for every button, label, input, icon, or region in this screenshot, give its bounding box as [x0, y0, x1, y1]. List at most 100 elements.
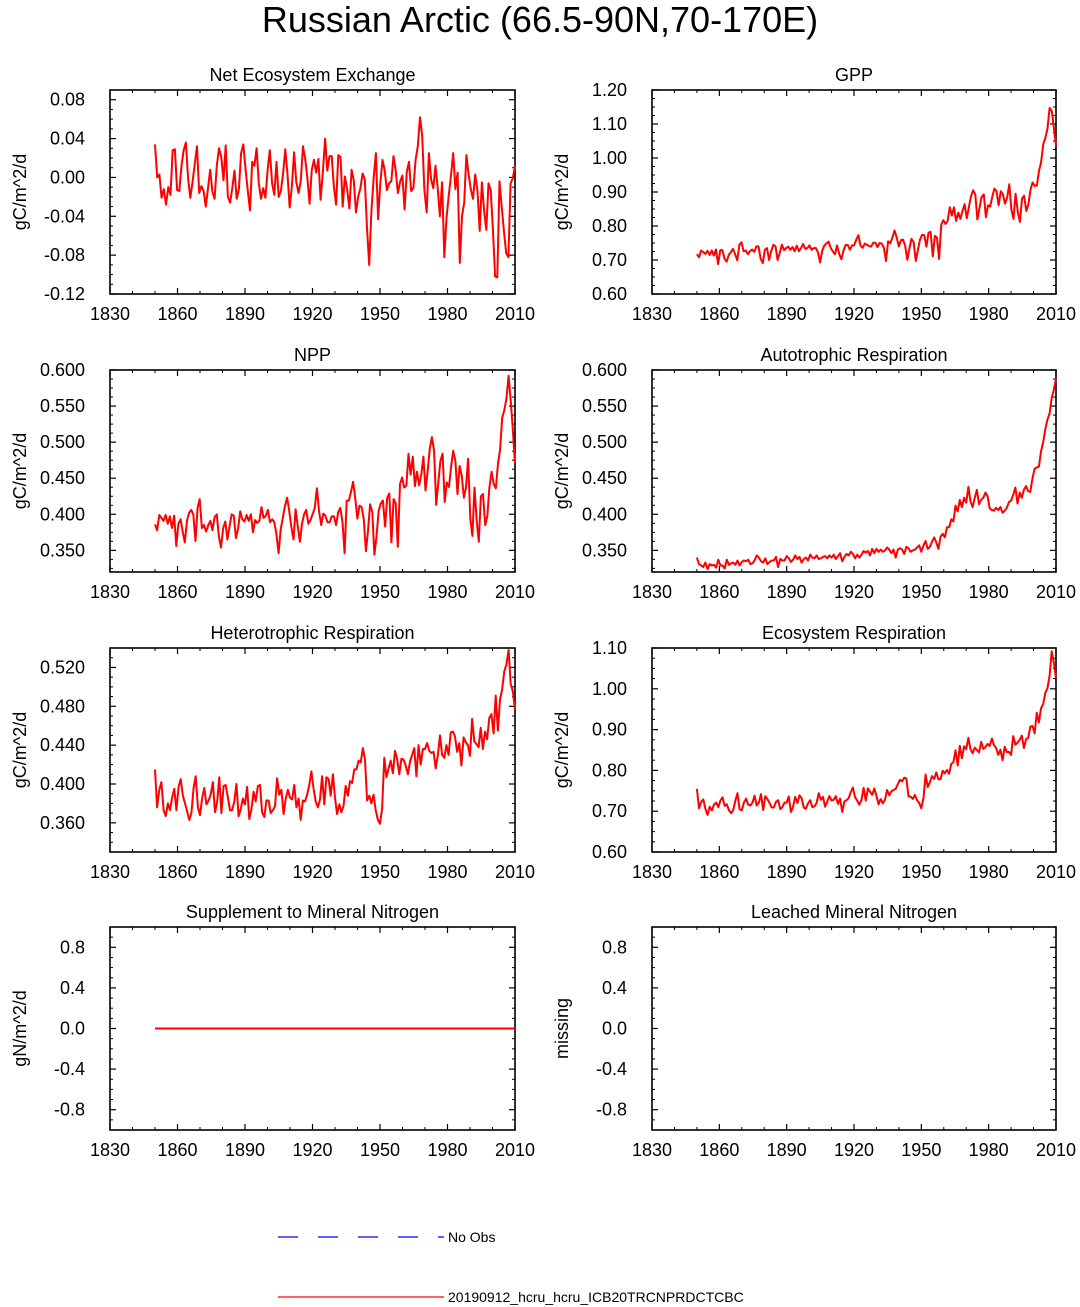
y-tick-label: 0.80 [592, 216, 627, 236]
y-tick-label: -0.8 [596, 1100, 627, 1120]
x-tick-label: 2010 [1036, 582, 1076, 602]
x-tick-label: 1890 [767, 862, 807, 882]
y-tick-label: 0.4 [602, 978, 627, 998]
x-tick-label: 1950 [360, 862, 400, 882]
x-tick-label: 1830 [90, 582, 130, 602]
y-tick-label: 1.00 [592, 148, 627, 168]
y-tick-label: 0.600 [582, 360, 627, 380]
y-tick-label: 0.550 [582, 396, 627, 416]
x-tick-label: 1920 [834, 582, 874, 602]
y-tick-label: 1.10 [592, 114, 627, 134]
legend-model-label: 20190912_hcru_hcru_ICB20TRCNPRDCTCBC [448, 1289, 744, 1305]
y-tick-label: 0.350 [40, 540, 85, 560]
panel-8: Leached Mineral Nitrogen missing 1830 1860 1… [552, 902, 1076, 1160]
x-tick-label: 1860 [157, 1140, 197, 1160]
x-tick-label: 1980 [427, 582, 467, 602]
series-line [154, 116, 516, 279]
y-axis-label: gC/m^2/d [10, 154, 30, 230]
x-tick-label: 1890 [767, 304, 807, 324]
y-tick-label: -0.12 [44, 284, 85, 304]
plot-frame [651, 89, 1057, 295]
x-tick-label: 1860 [157, 582, 197, 602]
x-tick-label: 1980 [427, 304, 467, 324]
figure-title: Russian Arctic (66.5-90N,70-170E) [261, 0, 819, 40]
x-tick-label: 1890 [767, 1140, 807, 1160]
y-tick-label: -0.4 [596, 1059, 627, 1079]
panel-6: Ecosystem Respiration gC/m^2/d 1830 1860 189… [552, 623, 1076, 882]
x-tick-label: 1860 [699, 582, 739, 602]
x-tick-label: 1950 [360, 304, 400, 324]
y-tick-label: 0.360 [40, 813, 85, 833]
x-tick-label: 2010 [1036, 304, 1076, 324]
y-tick-label: 0.04 [50, 129, 85, 149]
panel-title: GPP [835, 65, 873, 85]
x-tick-label: 1950 [901, 582, 941, 602]
y-axis-label: gC/m^2/d [10, 712, 30, 788]
x-tick-label: 1980 [427, 862, 467, 882]
legend-model-line [278, 1296, 444, 1298]
y-tick-label: 0.8 [602, 937, 627, 957]
plot-frame [109, 369, 516, 573]
x-tick-label: 1830 [90, 1140, 130, 1160]
y-tick-label: 0.350 [582, 540, 627, 560]
y-tick-label: 0.8 [60, 937, 85, 957]
x-tick-label: 1860 [157, 304, 197, 324]
x-tick-label: 1950 [901, 304, 941, 324]
panel-title: Leached Mineral Nitrogen [751, 902, 957, 922]
plot-frame [651, 926, 1057, 1131]
panel-2: GPP gC/m^2/d 1830 1860 1890 1920 1950 1980 2010 0… [552, 65, 1076, 324]
x-tick-label: 2010 [495, 304, 535, 324]
y-tick-label: 0.0 [60, 1019, 85, 1039]
y-tick-label: 0.70 [592, 801, 627, 821]
panel-title: Supplement to Mineral Nitrogen [186, 902, 439, 922]
x-tick-label: 1920 [292, 304, 332, 324]
plot-frame [109, 647, 516, 853]
x-tick-label: 1830 [632, 582, 672, 602]
x-tick-label: 1890 [225, 1140, 265, 1160]
panel-title: Autotrophic Respiration [760, 345, 947, 365]
x-tick-label: 1950 [360, 1140, 400, 1160]
panel-4: Autotrophic Respiration gC/m^2/d 1830 1860 1… [552, 345, 1076, 602]
x-tick-label: 1830 [90, 862, 130, 882]
y-tick-label: 0.00 [50, 167, 85, 187]
y-tick-label: 0.520 [40, 657, 85, 677]
y-tick-label: 1.00 [592, 679, 627, 699]
y-axis-label: missing [552, 998, 572, 1059]
x-tick-label: 2010 [495, 862, 535, 882]
x-tick-label: 2010 [1036, 862, 1076, 882]
y-tick-label: -0.4 [54, 1059, 85, 1079]
y-tick-label: 0.480 [40, 696, 85, 716]
series-line [695, 650, 1057, 816]
plot-frame [651, 647, 1057, 853]
y-tick-label: 0.450 [40, 468, 85, 488]
x-tick-label: 1920 [834, 1140, 874, 1160]
y-axis-label: gC/m^2/d [552, 433, 572, 509]
y-tick-label: 0.60 [592, 842, 627, 862]
x-tick-label: 1830 [90, 304, 130, 324]
series-line [154, 374, 516, 556]
y-tick-label: 0.80 [592, 760, 627, 780]
x-tick-label: 1860 [157, 862, 197, 882]
x-tick-label: 1980 [427, 1140, 467, 1160]
x-tick-label: 1980 [969, 862, 1009, 882]
x-tick-label: 1920 [834, 304, 874, 324]
y-tick-label: 0.70 [592, 250, 627, 270]
legend-obs-line [278, 1236, 444, 1238]
y-tick-label: 1.20 [592, 80, 627, 100]
y-tick-label: 0.90 [592, 720, 627, 740]
series-line [696, 107, 1057, 266]
y-tick-label: -0.04 [44, 206, 85, 226]
y-tick-label: 0.400 [582, 504, 627, 524]
legend-obs-label: No Obs [448, 1229, 496, 1245]
panel-3: NPP gC/m^2/d 1830 1860 1890 1920 1950 1980 2010 0… [10, 345, 535, 602]
y-tick-label: 0.500 [40, 432, 85, 452]
x-tick-label: 1860 [699, 1140, 739, 1160]
x-tick-label: 1980 [969, 304, 1009, 324]
x-tick-label: 1860 [699, 862, 739, 882]
x-tick-label: 1950 [360, 582, 400, 602]
y-tick-label: 0.60 [592, 284, 627, 304]
y-tick-label: 0.08 [50, 90, 85, 110]
y-tick-label: -0.8 [54, 1100, 85, 1120]
panel-5: Heterotrophic Respiration gC/m^2/d 1830 186… [10, 623, 535, 882]
series-line [154, 648, 516, 825]
